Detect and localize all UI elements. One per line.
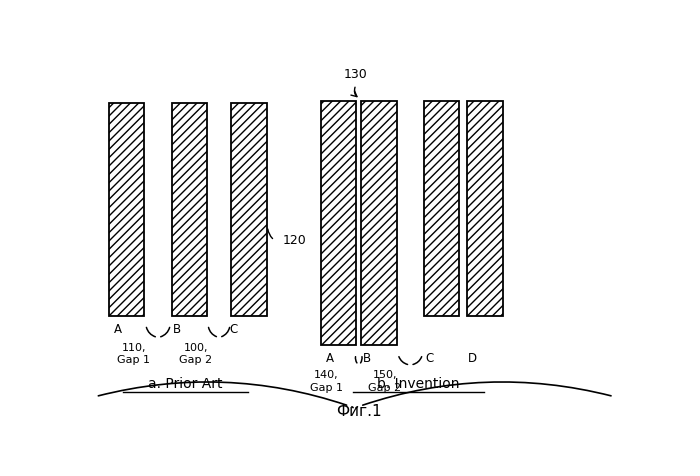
Text: b. Invention: b. Invention — [377, 377, 460, 391]
Text: a. Prior Art: a. Prior Art — [148, 377, 223, 391]
Text: C: C — [425, 352, 433, 365]
Bar — [424, 101, 459, 316]
Text: A: A — [326, 352, 334, 365]
Text: 120: 120 — [282, 234, 306, 247]
Text: B: B — [173, 323, 181, 336]
Text: B: B — [363, 352, 371, 365]
Text: D: D — [468, 352, 477, 365]
Text: 100,
Gap 2: 100, Gap 2 — [179, 343, 213, 366]
Text: 150,
Gap 2: 150, Gap 2 — [368, 370, 401, 393]
Text: 130: 130 — [344, 68, 368, 81]
Bar — [468, 101, 503, 316]
Bar — [231, 103, 267, 316]
Text: C: C — [230, 323, 238, 336]
Text: 110,
Gap 1: 110, Gap 1 — [117, 343, 150, 366]
Bar — [109, 103, 144, 316]
Bar — [321, 101, 356, 345]
Bar — [172, 103, 207, 316]
Text: 140,
Gap 1: 140, Gap 1 — [309, 370, 343, 393]
Text: Фиг.1: Фиг.1 — [336, 404, 382, 419]
Bar — [361, 101, 397, 345]
Text: A: A — [113, 323, 122, 336]
